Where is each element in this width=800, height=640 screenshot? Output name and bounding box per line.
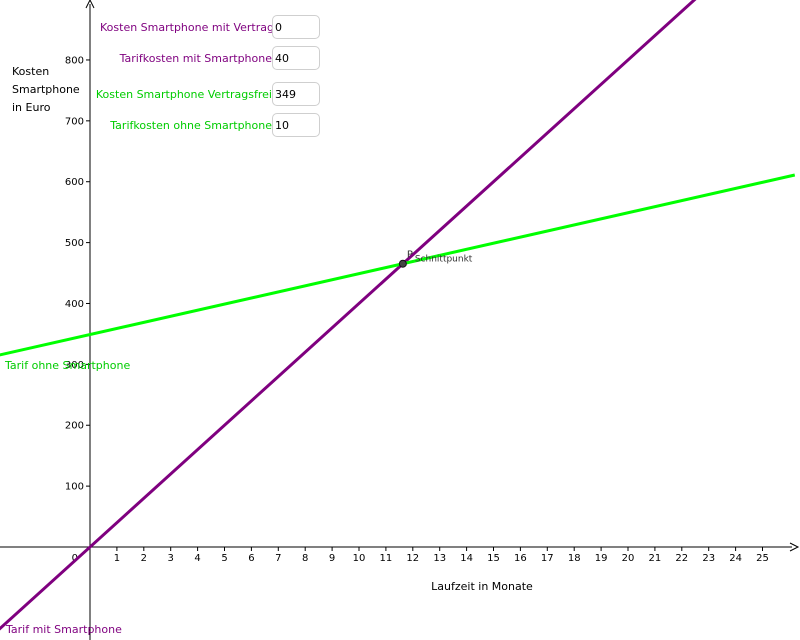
x-tick-label: 9: [329, 553, 335, 564]
x-tick-label: 7: [275, 553, 281, 564]
x-tick-label: 19: [595, 553, 608, 564]
x-tick-label: 15: [487, 553, 500, 564]
series-label-mit-smartphone: Tarif mit Smartphone: [5, 623, 122, 636]
x-axis-arrow: [789, 542, 800, 552]
x-tick-label: 12: [406, 553, 419, 564]
intersection-point: [398, 259, 407, 268]
y-tick-label: 400: [65, 299, 84, 310]
x-tick-label: 4: [194, 553, 200, 564]
x-tick-label: 24: [729, 553, 742, 564]
x-tick-label: 25: [756, 553, 769, 564]
input-row-tarifkosten-ohne: Tarifkosten ohne Smartphone: [100, 113, 320, 137]
intersection-point-group: P Schnittpunkt: [398, 250, 473, 268]
x-tick-label: 21: [649, 553, 662, 564]
x-tick-label: 2: [141, 553, 147, 564]
x-tick-label: 23: [702, 553, 715, 564]
x-tick-label: 14: [460, 553, 473, 564]
origin-label: 0: [72, 553, 78, 564]
x-tick-label: 5: [221, 553, 227, 564]
y-tick-label: 800: [65, 55, 84, 66]
label-kosten-vertragsfrei: Kosten Smartphone Vertragsfrei: [95, 87, 272, 101]
x-tick-label: 22: [675, 553, 688, 564]
x-tick-label: 10: [353, 553, 366, 564]
input-kosten-vertragsfrei[interactable]: [272, 82, 320, 106]
label-tarifkosten-ohne: Tarifkosten ohne Smartphone: [110, 118, 272, 132]
label-tarifkosten-mit: Tarifkosten mit Smartphone: [119, 51, 272, 65]
x-tick-label: 1: [114, 553, 120, 564]
series-line-1: [0, 173, 796, 357]
input-kosten-mit-vertrag[interactable]: [272, 15, 320, 39]
y-tick-label: 200: [65, 421, 84, 432]
point-name: P: [407, 250, 413, 261]
input-row-kosten-mit-vertrag: Kosten Smartphone mit Vertrag: [100, 15, 320, 39]
y-axis-label-line: Kosten: [12, 65, 49, 78]
y-tick-label: 500: [65, 238, 84, 249]
axis-labels: Tarif mit Smartphone Tarif ohne Smartphon…: [4, 65, 533, 636]
y-axis-label-line: Smartphone: [12, 83, 80, 96]
input-tarifkosten-mit[interactable]: [272, 46, 320, 70]
point-caption: Schnittpunkt: [415, 255, 473, 265]
x-tick-label: 16: [514, 553, 527, 564]
x-tick-label: 17: [541, 553, 554, 564]
series-line-0: [0, 0, 697, 631]
x-tick-label: 13: [433, 553, 446, 564]
y-axis-arrow: [85, 0, 95, 9]
x-tick-label: 8: [302, 553, 308, 564]
y-tick-label: 600: [65, 177, 84, 188]
y-tick-label: 100: [65, 482, 84, 493]
x-tick-label: 6: [248, 553, 254, 564]
label-kosten-mit-vertrag: Kosten Smartphone mit Vertrag: [100, 20, 274, 34]
input-row-tarifkosten-mit: Tarifkosten mit Smartphone: [100, 46, 320, 70]
y-tick-label: 300: [65, 360, 84, 371]
input-tarifkosten-ohne[interactable]: [272, 113, 320, 137]
input-row-kosten-vertragsfrei: Kosten Smartphone Vertragsfrei: [95, 82, 320, 106]
x-tick-label: 11: [380, 553, 393, 564]
y-axis-label-line: in Euro: [12, 101, 51, 114]
y-tick-label: 700: [65, 116, 84, 127]
x-axis-label: Laufzeit in Monate: [431, 580, 533, 593]
x-tick-label: 18: [568, 553, 581, 564]
tick-marks: 1 2 3 4 5 6 7 8 9 10 11 12 13 14 15 16 17 18 19 20 21 22 23 24 2…: [65, 55, 769, 564]
x-tick-label: 20: [622, 553, 635, 564]
x-tick-label: 3: [168, 553, 174, 564]
series-label-ohne-smartphone: Tarif ohne Smartphone: [4, 359, 130, 372]
